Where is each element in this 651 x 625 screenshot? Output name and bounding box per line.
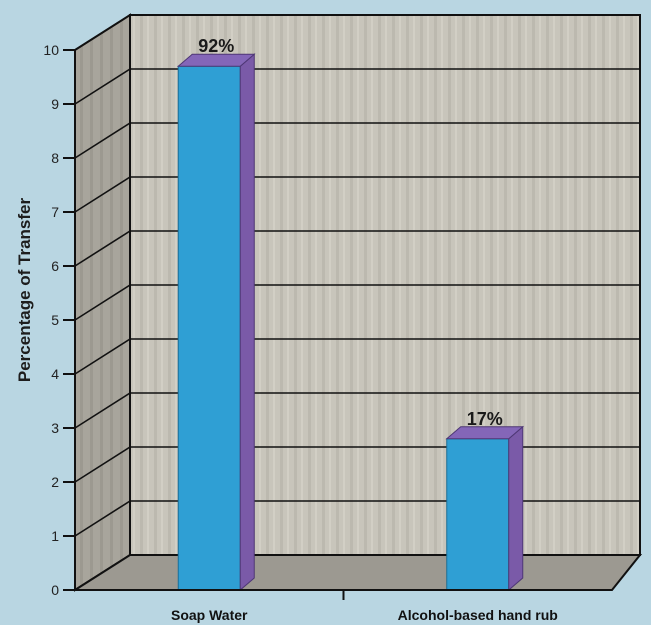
y-tick-label: 9	[51, 96, 59, 112]
y-tick-label: 7	[51, 204, 59, 220]
x-category-label: Alcohol-based hand rub	[398, 607, 558, 623]
data-labels: 92% 17%	[198, 36, 503, 429]
y-tick-label: 10	[43, 42, 59, 58]
bar-top	[176, 53, 256, 67]
bar-top	[445, 426, 525, 440]
gridline-side	[74, 122, 131, 159]
gridline-side	[74, 338, 131, 375]
y-axis-label: Percentage of Transfer	[15, 198, 34, 383]
bar-side	[239, 53, 255, 592]
y-axis-ticks: 0 1 2 3 4 5 6 7 8 9 10	[43, 42, 76, 598]
gridline-side	[74, 500, 131, 537]
gridline-side	[74, 68, 131, 105]
gridline-side	[74, 446, 131, 483]
bars	[176, 53, 525, 592]
y-tick-label: 6	[51, 258, 59, 274]
gridline-side	[74, 392, 131, 429]
y-tick-label: 5	[51, 312, 59, 328]
y-tick-label: 4	[51, 366, 59, 382]
y-tick-label: 8	[51, 150, 59, 166]
floor	[71, 554, 643, 591]
bar	[446, 438, 510, 591]
bar	[177, 65, 241, 591]
x-axis-labels: Soap Water Alcohol-based hand rub	[75, 589, 612, 623]
bar-side	[508, 425, 524, 592]
chart-frame	[71, 13, 643, 592]
gridline-side	[74, 284, 131, 321]
data-label: 92%	[198, 36, 234, 56]
y-tick-label: 1	[51, 528, 59, 544]
x-category-label: Soap Water	[171, 607, 248, 623]
y-tick-label: 2	[51, 474, 59, 490]
y-tick-label: 3	[51, 420, 59, 436]
data-label: 17%	[467, 409, 503, 429]
gridline-side	[74, 14, 131, 51]
y-tick-label: 0	[51, 582, 59, 598]
gridline-side	[74, 230, 131, 267]
gridline-side	[74, 176, 131, 213]
